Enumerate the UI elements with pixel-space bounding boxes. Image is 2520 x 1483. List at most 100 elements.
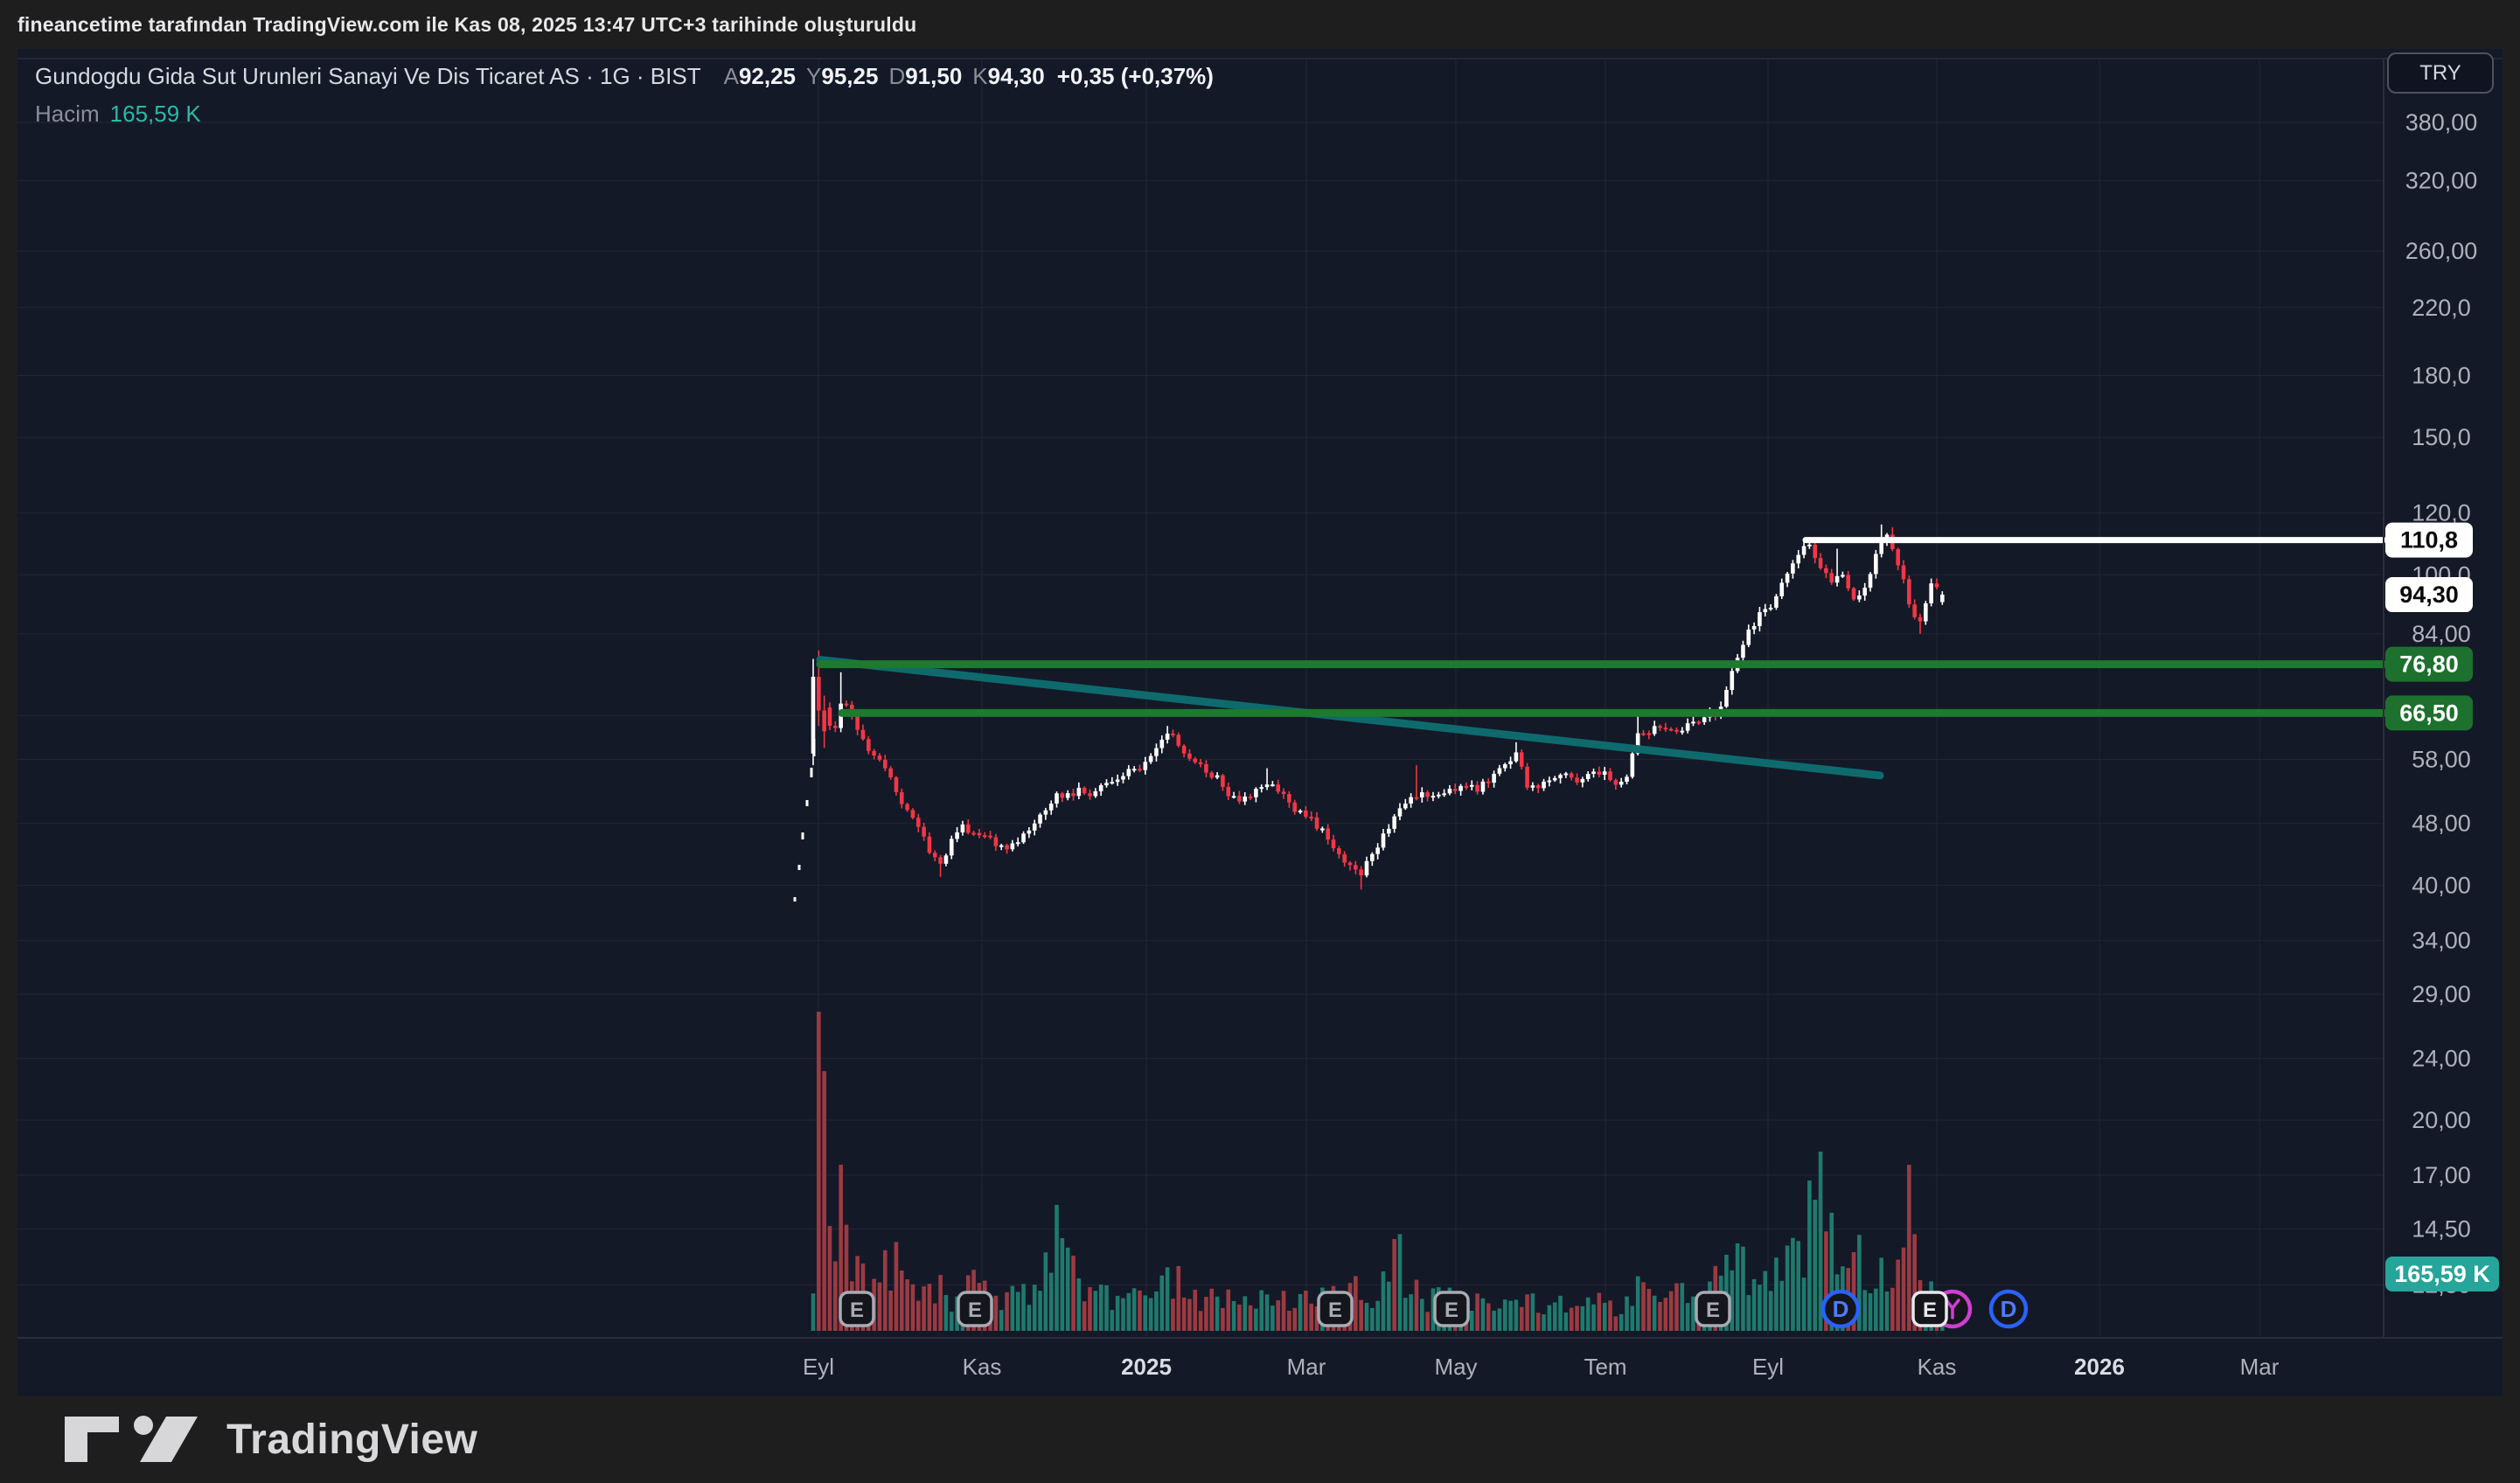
svg-text:66,50: 66,50 (2399, 700, 2459, 726)
candle (1093, 790, 1098, 797)
volume-bar (1547, 1305, 1552, 1331)
candle (1387, 828, 1391, 834)
time-scale[interactable]: Eyl Kas 2025 Mar May Tem Eyl Kas 2026 Mar (803, 1354, 2280, 1380)
candle (1801, 546, 1806, 555)
legend-volume-row: Hacim 165,59 K (35, 101, 1214, 128)
candle (1646, 733, 1652, 735)
attribution-bar: fineancetime tarafından TradingView.com … (0, 0, 2520, 49)
earnings-badge[interactable]: E (957, 1291, 993, 1327)
candle (1015, 842, 1020, 845)
candle (1608, 771, 1612, 781)
earnings-badge[interactable]: E (1695, 1291, 1731, 1327)
volume-bar (1785, 1245, 1790, 1331)
volume-bar (1674, 1283, 1679, 1331)
currency-button[interactable]: TRY (2387, 52, 2494, 94)
volume-bar (915, 1300, 921, 1331)
candle (988, 835, 992, 838)
candle (1602, 771, 1607, 776)
price-axis-label: 66,50 (2385, 695, 2473, 731)
volume-bar (1165, 1267, 1170, 1331)
volume-bar (1625, 1296, 1629, 1331)
candle (872, 750, 876, 756)
volume-bar (1243, 1296, 1248, 1331)
candle (1243, 796, 1248, 802)
svg-text:E: E (968, 1298, 982, 1322)
tradingview-logo-icon[interactable] (63, 1415, 207, 1464)
price-tick-label: 84,00 (2412, 621, 2471, 647)
trend-line-drawing[interactable] (816, 656, 1884, 780)
candle (1121, 776, 1125, 780)
volume-bar (1535, 1312, 1541, 1331)
volume-bar (877, 1282, 882, 1331)
volume-bar (1055, 1204, 1059, 1331)
volume-bar (1575, 1305, 1579, 1331)
volume-bar (1138, 1290, 1142, 1331)
candle (1563, 773, 1569, 776)
candle (938, 857, 943, 864)
volume-bar (827, 1226, 832, 1331)
candle (1829, 573, 1834, 583)
dividend-badge[interactable]: D (1820, 1289, 1861, 1329)
legend-symbol-row: Gundogdu Gida Sut Urunleri Sanayi Ve Dis… (35, 63, 1214, 90)
candle (1779, 582, 1785, 596)
tradingview-logo-text[interactable]: TradingView (226, 1416, 478, 1463)
candle (1181, 745, 1187, 754)
candle (1519, 752, 1524, 767)
price-tick-label: 17,00 (2412, 1162, 2471, 1188)
volume-bar (1829, 1213, 1834, 1331)
high-value: 95,25 (821, 63, 879, 89)
volume-bar (927, 1284, 932, 1331)
candle (1691, 721, 1695, 724)
volume-bar (1248, 1305, 1253, 1331)
volume-bar (1254, 1308, 1258, 1331)
svg-text:E: E (1444, 1298, 1458, 1322)
volume-bar (1851, 1252, 1856, 1331)
candle (960, 824, 965, 832)
price-scale[interactable]: 380,00320,00260,00220,0180,0150,0120,010… (17, 59, 2503, 1339)
volume-bar (1181, 1297, 1187, 1331)
volume-bar (1110, 1310, 1115, 1331)
volume-bar (1563, 1312, 1569, 1331)
candle (1010, 843, 1015, 850)
volume-bar (1126, 1292, 1131, 1331)
price-tick-label: 20,00 (2412, 1107, 2471, 1133)
volume-bar (949, 1312, 954, 1331)
currency-label: TRY (2419, 60, 2461, 85)
candle (1641, 733, 1646, 735)
volume-bar (1569, 1307, 1574, 1331)
svg-text:D: D (2001, 1296, 2017, 1322)
volume-bar (1314, 1305, 1319, 1331)
chart-widget-background (17, 49, 2503, 1396)
volume-bar (1646, 1288, 1652, 1331)
volume-bar (1226, 1289, 1231, 1331)
volume-bar (882, 1250, 888, 1331)
earnings-badge[interactable]: E (839, 1291, 875, 1327)
volume-bar (1779, 1280, 1785, 1331)
volume-bar (1148, 1298, 1153, 1331)
candle (1221, 775, 1225, 787)
volume-bar (1613, 1316, 1619, 1331)
volume-bar (1912, 1234, 1917, 1331)
volume-bar (905, 1279, 909, 1331)
price-tick-label: 320,00 (2405, 168, 2478, 194)
attribution-text: fineancetime tarafından TradingView.com … (17, 12, 917, 36)
candle (1115, 779, 1120, 783)
volume-bar (1115, 1295, 1120, 1331)
volume-bar (844, 1224, 849, 1331)
candle (1452, 789, 1458, 791)
volume-bar (817, 1012, 821, 1331)
dividend-badge[interactable]: D (1988, 1289, 2029, 1329)
earnings-badge[interactable]: E (1317, 1291, 1354, 1327)
candle (1851, 588, 1856, 600)
time-tick-label: 2026 (2074, 1354, 2125, 1380)
volume-bar (1658, 1301, 1662, 1331)
earnings-badge[interactable]: E (1911, 1291, 1948, 1327)
candle (1535, 785, 1541, 789)
volume-bar (1237, 1304, 1242, 1331)
volume-bar (1801, 1278, 1806, 1331)
time-tick-label: Kas (1918, 1354, 1957, 1380)
svg-text:E: E (1706, 1298, 1720, 1322)
earnings-badge[interactable]: E (1433, 1291, 1470, 1327)
volume-bar (1868, 1293, 1873, 1331)
